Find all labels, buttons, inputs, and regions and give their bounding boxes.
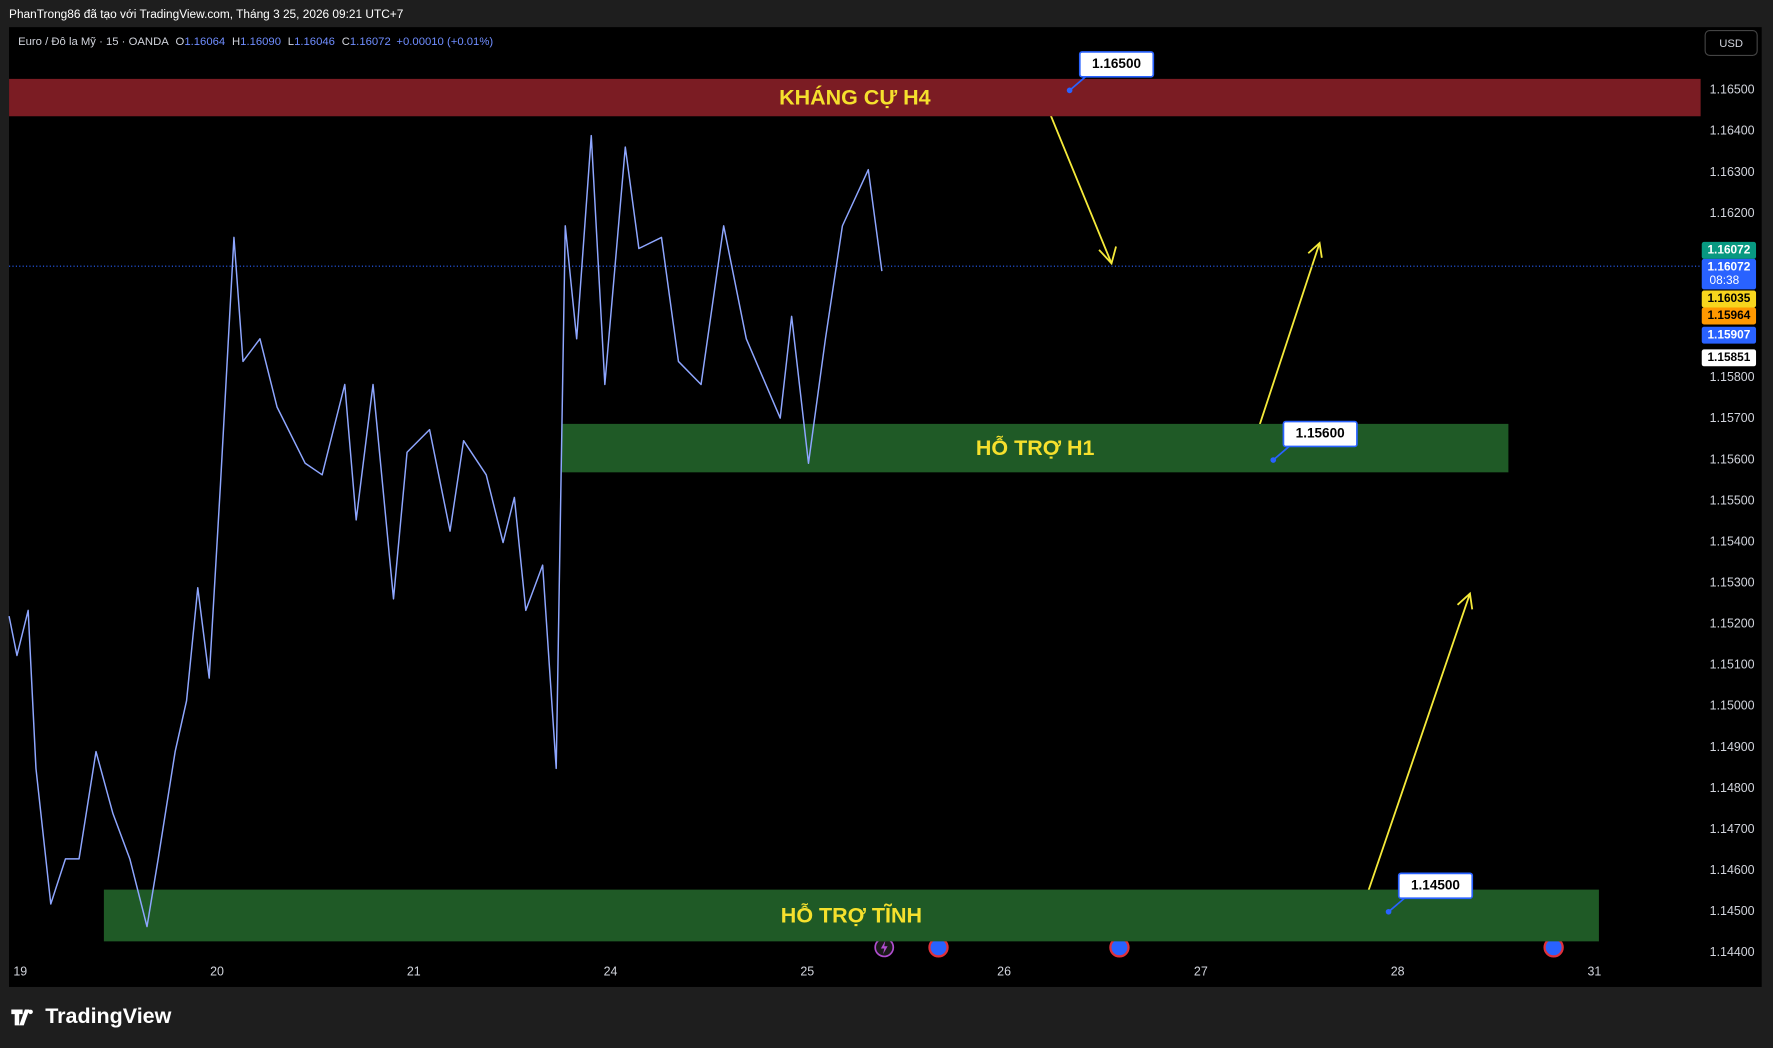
arrows [1040,92,1474,912]
y-tick-label: 1.14400 [1710,945,1755,959]
price-badge-label: 1.16072 [1707,243,1750,257]
x-tick-label: 28 [1391,965,1405,979]
x-tick-label: 21 [407,965,421,979]
y-tick-label: 1.15700 [1710,411,1755,425]
zone-label: HỖ TRỢ TĨNH [781,901,922,927]
x-tick-label: 20 [210,965,224,979]
symbol-info: Euro / Đô la Mỹ · 15 · OANDA O1.16064 H1.1… [18,36,493,48]
y-tick-label: 1.15400 [1710,534,1755,548]
y-tick-label: 1.16400 [1710,124,1755,138]
y-tick-label: 1.15300 [1710,576,1755,590]
callout-anchor [1270,457,1277,463]
plot-bg [9,27,1762,987]
price-badge [1701,258,1757,290]
x-tick-label: 31 [1587,965,1601,979]
y-tick-label: 1.15800 [1710,370,1755,384]
arrow [1249,242,1321,453]
callout-anchor [1066,87,1073,94]
symbol: Euro / Đô la Mỹ · 15 · OANDA [18,36,169,48]
event-icon-glyph [880,940,888,955]
y-tick-label: 1.15200 [1710,617,1755,631]
logo-icon [11,1009,33,1026]
price-badge-label: 1.16072 [1707,260,1750,274]
price-badge-sub: 08:38 [1710,273,1740,287]
callout-box [1078,51,1155,78]
arrow [1040,92,1113,264]
header-title: PhanTrong86 đã tạo với TradingView.com, … [9,7,403,21]
ohlc-value: 1.16046 [294,36,335,48]
callout-stem [1069,76,1086,92]
callout-label: 1.15600 [1296,426,1345,441]
y-tick-label: 1.15500 [1710,493,1755,507]
price-badge-label: 1.16035 [1707,291,1750,305]
arrow-head [1098,246,1117,266]
arrow-head [1307,241,1323,258]
change: +0.00010 (+0.01%) [396,36,493,48]
y-tick-label: 1.14900 [1710,740,1755,754]
arrow [1360,593,1471,912]
y-tick-label: 1.15600 [1710,452,1755,466]
callout-stem [1388,897,1405,913]
price-badge [1701,326,1757,344]
y-tick-label: 1.14700 [1710,822,1755,836]
arrow-head [1456,591,1474,610]
y-tick-label: 1.14500 [1710,904,1755,918]
y-tick-label: 1.16200 [1710,206,1755,220]
event-icons [874,937,1564,958]
currency-button[interactable] [1704,29,1758,56]
zone-label: HỖ TRỢ H1 [976,434,1095,460]
callout-box [1282,420,1358,448]
x-tick-label: 27 [1194,965,1208,979]
callout-stem [1272,445,1290,461]
currency[interactable]: USD [1719,38,1743,50]
price-badge [1701,290,1757,308]
y-tick-label: 1.15000 [1710,699,1755,713]
x-tick-label: 26 [997,965,1011,979]
x-tick-label: 25 [800,965,814,979]
y-tick-label: 1.15100 [1710,658,1755,672]
y-tick-label: 1.14600 [1710,863,1755,877]
y-tick-label: 1.16300 [1710,165,1755,179]
y-tick-label: 1.14800 [1710,781,1755,795]
ohlc-key: L [288,36,294,48]
price-badge [1701,307,1757,325]
x-tick-label: 24 [604,965,618,979]
ohlc-value: 1.16090 [240,36,281,48]
ohlc-key: H [232,36,240,48]
callout-label: 1.14500 [1411,877,1460,892]
ohlc-key: C [342,36,350,48]
zone [103,889,1599,942]
price-badge [1701,241,1757,259]
callout-label: 1.16500 [1092,56,1141,71]
callout-anchor [1385,908,1392,915]
zone-label: KHÁNG CỰ H4 [779,84,930,109]
zone [9,78,1701,117]
price-line [8,134,883,928]
callout-box [1397,872,1474,900]
logo: TradingView [11,1004,172,1028]
logo-text: TradingView [45,1004,171,1028]
x-tick-label: 19 [13,965,27,979]
ohlc-value: 1.16064 [184,36,225,48]
ohlc-value: 1.16072 [350,36,391,48]
price-badge-label: 1.15851 [1707,350,1750,364]
y-tick-label: 1.16500 [1710,83,1755,97]
price-badge-label: 1.15964 [1707,308,1750,322]
price-badge [1701,349,1757,367]
ohlc-key: O [176,36,185,48]
price-badge-label: 1.15907 [1707,327,1750,341]
